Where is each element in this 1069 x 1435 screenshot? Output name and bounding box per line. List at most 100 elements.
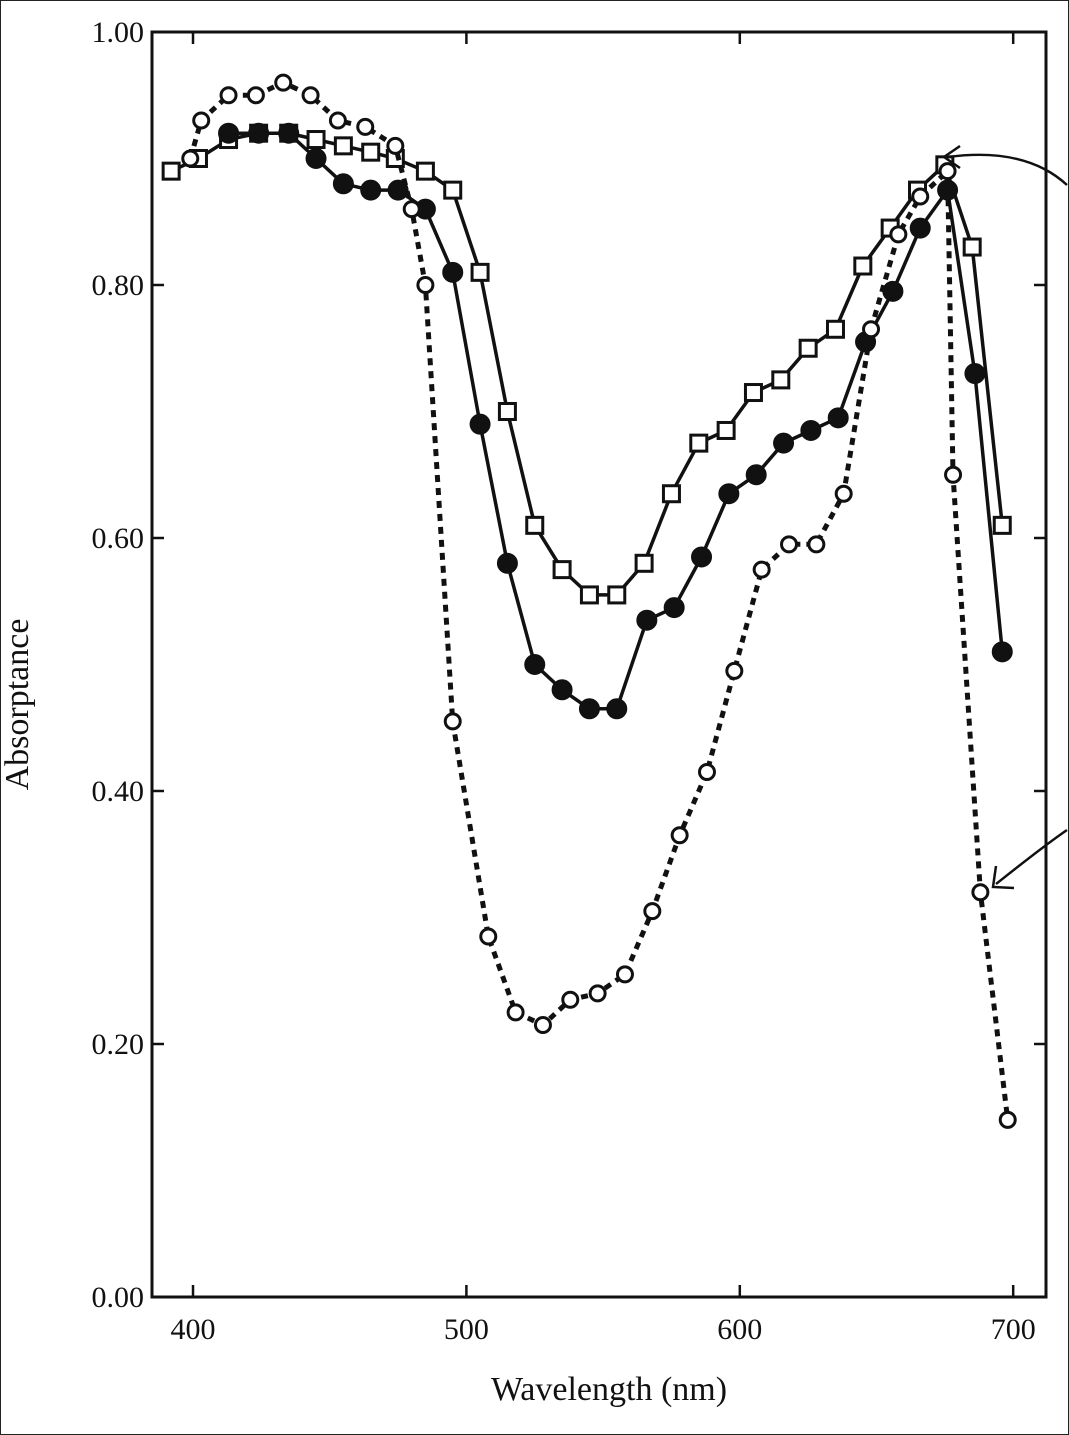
data-point-open-circle xyxy=(998,1110,1017,1129)
data-point-open-circle xyxy=(752,560,771,579)
data-point-square xyxy=(333,136,353,156)
annotation-arrows xyxy=(941,144,1068,890)
data-point-square xyxy=(306,130,326,150)
data-point-filled-circle xyxy=(248,122,270,144)
y-tick-label: 0.00 xyxy=(92,1281,145,1314)
data-point-open-circle xyxy=(911,187,930,206)
data-point-filled-circle xyxy=(991,641,1013,663)
data-point-filled-circle xyxy=(745,464,767,486)
data-point-open-circle xyxy=(561,990,580,1009)
data-point-filled-circle xyxy=(442,261,464,283)
data-point-filled-circle xyxy=(773,432,795,454)
data-point-filled-circle xyxy=(469,413,491,435)
data-point-filled-circle xyxy=(636,609,658,631)
data-point-open-circle xyxy=(834,484,853,503)
y-tick-label: 0.60 xyxy=(92,522,145,555)
data-point-square xyxy=(361,142,381,162)
data-point-open-circle xyxy=(533,1016,552,1035)
data-point-open-circle xyxy=(181,149,200,168)
data-point-filled-circle xyxy=(496,552,518,574)
data-point-open-circle xyxy=(301,86,320,105)
lower-annotation-arrow xyxy=(995,828,1068,885)
data-point-square xyxy=(607,585,627,605)
data-point-square xyxy=(470,262,490,282)
data-point-filled-circle xyxy=(718,483,740,505)
series-line xyxy=(170,131,1005,597)
data-point-filled-circle xyxy=(827,407,849,429)
data-point-open-circle xyxy=(889,225,908,244)
data-point-open-circle xyxy=(944,465,963,484)
data-point-open-circle xyxy=(246,86,265,105)
data-point-filled-circle xyxy=(305,148,327,169)
data-point-filled-circle xyxy=(909,217,931,239)
data-point-open-circle xyxy=(192,111,211,130)
series-line xyxy=(187,80,1011,1121)
data-point-square xyxy=(689,433,709,453)
upper-arrow-head-icon xyxy=(941,144,961,170)
data-point-filled-circle xyxy=(524,654,546,675)
data-point-square xyxy=(415,161,435,181)
data-point-filled-circle xyxy=(800,419,822,441)
data-point-filled-circle xyxy=(964,363,986,385)
data-point-open-circle xyxy=(862,320,881,339)
data-point-square xyxy=(716,420,736,440)
data-point-filled-circle xyxy=(332,173,354,195)
data-point-square xyxy=(962,237,982,257)
data-point-square xyxy=(825,319,845,339)
plot-axes: 400 500 600 700 0.00 0.20 0.40 0.60 0.80 1.00 xyxy=(92,16,1048,1346)
y-tick-label: 0.40 xyxy=(92,775,145,808)
data-point-open-circle xyxy=(416,276,435,294)
data-point-open-circle xyxy=(328,111,347,130)
data-point-open-circle xyxy=(670,826,689,845)
data-point-square xyxy=(992,515,1012,535)
data-point-filled-circle xyxy=(360,179,382,201)
x-tick-label: 700 xyxy=(991,1313,1036,1346)
data-point-open-circle xyxy=(479,927,498,946)
data-point-open-circle xyxy=(643,902,662,921)
data-point-open-circle xyxy=(402,200,421,219)
data-point-square xyxy=(661,484,681,504)
y-tick-label: 0.80 xyxy=(92,269,145,302)
data-point-open-circle xyxy=(386,136,405,155)
data-point-open-circle xyxy=(356,117,375,136)
data-point-filled-circle xyxy=(663,597,685,619)
data-point-square xyxy=(497,402,517,421)
data-point-open-circle xyxy=(725,661,744,680)
series-open-square xyxy=(161,123,1012,605)
data-point-square xyxy=(634,553,654,573)
data-point-filled-circle xyxy=(606,698,628,720)
data-point-open-circle xyxy=(780,535,799,554)
x-axis-label: Wavelength (nm) xyxy=(491,1371,727,1408)
data-point-square xyxy=(743,383,763,403)
data-point-square xyxy=(443,180,463,200)
series-open-circle xyxy=(181,73,1017,1129)
data-point-open-circle xyxy=(807,535,826,554)
data-point-open-circle xyxy=(443,712,462,731)
data-point-square xyxy=(579,585,599,605)
y-axis-label: Absorptance xyxy=(0,619,36,791)
data-point-open-circle xyxy=(938,162,957,181)
upper-annotation-arrow xyxy=(947,153,1068,186)
data-point-filled-circle xyxy=(551,679,573,701)
data-point-square xyxy=(853,256,873,276)
data-point-open-circle xyxy=(274,73,293,92)
y-tick-label: 1.00 xyxy=(92,16,145,49)
x-tick-label: 500 xyxy=(444,1313,489,1346)
data-point-open-circle xyxy=(615,965,634,984)
data-point-square xyxy=(525,515,545,535)
data-point-square xyxy=(161,161,181,181)
data-point-filled-circle xyxy=(882,280,904,302)
data-point-open-circle xyxy=(588,984,607,1003)
series-layer xyxy=(161,73,1017,1129)
data-point-open-circle xyxy=(219,86,238,105)
x-tick-label: 600 xyxy=(717,1313,762,1346)
y-tick-label: 0.20 xyxy=(92,1028,145,1061)
x-tick-label: 400 xyxy=(171,1313,216,1346)
plot-border xyxy=(150,30,1048,1299)
series-filled-circle xyxy=(218,122,1013,720)
data-point-square xyxy=(798,338,818,358)
data-point-open-circle xyxy=(506,1003,525,1022)
data-point-filled-circle xyxy=(218,122,240,144)
data-point-open-circle xyxy=(971,883,990,902)
